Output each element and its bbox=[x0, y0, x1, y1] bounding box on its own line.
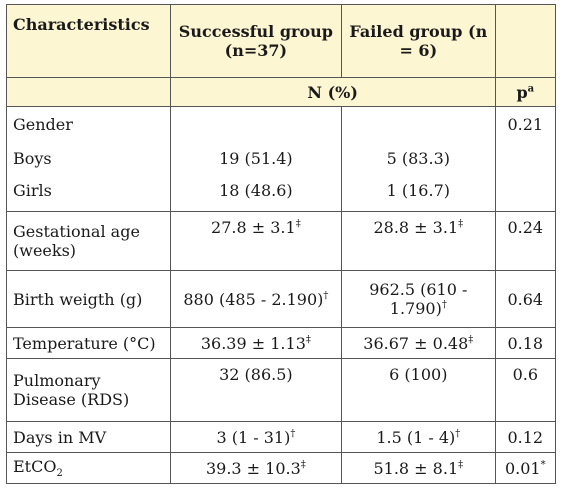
table-row: Days in MV 3 (1 - 31)† 1.5 (1 - 4)† 0.12 bbox=[6, 421, 557, 453]
row-label: Pulmonary Disease (RDS) bbox=[6, 358, 171, 422]
header-characteristics: Characteristics bbox=[6, 4, 171, 78]
header-empty bbox=[494, 4, 557, 78]
row-label: Days in MV bbox=[6, 421, 171, 453]
table-header-row: Characteristics Successful group (n=37) … bbox=[6, 4, 557, 78]
row-successful-value: 3 (1 - 31)† bbox=[169, 421, 343, 453]
row-failed-value: 5 (83.3) bbox=[341, 141, 496, 175]
row-p-value: 0.12 bbox=[494, 421, 557, 453]
subheader-p-value: pa bbox=[494, 77, 557, 107]
row-failed-value: 51.8 ± 8.1‡ bbox=[341, 452, 496, 484]
row-label: Girls bbox=[6, 175, 171, 212]
row-successful-value: 36.39 ± 1.13‡ bbox=[169, 327, 343, 359]
header-failed-group: Failed group (n = 6) bbox=[341, 4, 496, 78]
row-successful-value: 880 (485 - 2.190)† bbox=[169, 270, 343, 328]
table-row: Gestational age (weeks) 27.8 ± 3.1‡ 28.8… bbox=[6, 211, 557, 271]
row-failed-value: 6 (100) bbox=[341, 358, 496, 422]
row-failed-value: 36.67 ± 0.48‡ bbox=[341, 327, 496, 359]
row-label: Gender bbox=[6, 106, 171, 141]
header-successful-group: Successful group (n=37) bbox=[169, 4, 343, 78]
row-successful-value: 39.3 ± 10.3‡ bbox=[169, 452, 343, 484]
row-p-value: 0.64 bbox=[494, 270, 557, 328]
table-row: Girls 18 (48.6) 1 (16.7) bbox=[6, 175, 557, 212]
table-subheader-row: N (%) pa bbox=[6, 77, 557, 107]
row-p-value: 0.6 bbox=[494, 358, 557, 422]
row-failed-value: 962.5 (610 - 1.790)† bbox=[341, 270, 496, 328]
row-p-value: 0.01* bbox=[494, 452, 557, 484]
row-successful-value: 27.8 ± 3.1‡ bbox=[169, 211, 343, 271]
p-superscript: a bbox=[527, 83, 535, 95]
table-row: Temperature (°C) 36.39 ± 1.13‡ 36.67 ± 0… bbox=[6, 327, 557, 359]
characteristics-table: Characteristics Successful group (n=37) … bbox=[6, 4, 557, 484]
subheader-n-percent: N (%) bbox=[169, 77, 496, 107]
table-row: Pulmonary Disease (RDS) 32 (86.5) 6 (100… bbox=[6, 358, 557, 422]
table-row: EtCO2 39.3 ± 10.3‡ 51.8 ± 8.1‡ 0.01* bbox=[6, 452, 557, 484]
row-p-value: 0.18 bbox=[494, 327, 557, 359]
table-row: Birth weigth (g) 880 (485 - 2.190)† 962.… bbox=[6, 270, 557, 328]
table-row: Boys 19 (51.4) 5 (83.3) bbox=[6, 141, 557, 175]
row-failed-value: 1.5 (1 - 4)† bbox=[341, 421, 496, 453]
row-failed-value: 1 (16.7) bbox=[341, 175, 496, 212]
row-label: Birth weigth (g) bbox=[6, 270, 171, 328]
row-p-value: 0.24 bbox=[494, 211, 557, 271]
p-label: p bbox=[516, 82, 528, 102]
table-row: Gender 0.21 bbox=[6, 106, 557, 141]
row-successful-value: 19 (51.4) bbox=[169, 141, 343, 175]
row-label: EtCO2 bbox=[6, 452, 171, 484]
row-label: Gestational age (weeks) bbox=[6, 211, 171, 271]
row-p-value: 0.21 bbox=[494, 106, 557, 141]
row-failed-value: 28.8 ± 3.1‡ bbox=[341, 211, 496, 271]
row-label: Boys bbox=[6, 141, 171, 175]
row-successful-value: 32 (86.5) bbox=[169, 358, 343, 422]
row-label: Temperature (°C) bbox=[6, 327, 171, 359]
row-successful-value: 18 (48.6) bbox=[169, 175, 343, 212]
subheader-empty bbox=[6, 77, 171, 107]
